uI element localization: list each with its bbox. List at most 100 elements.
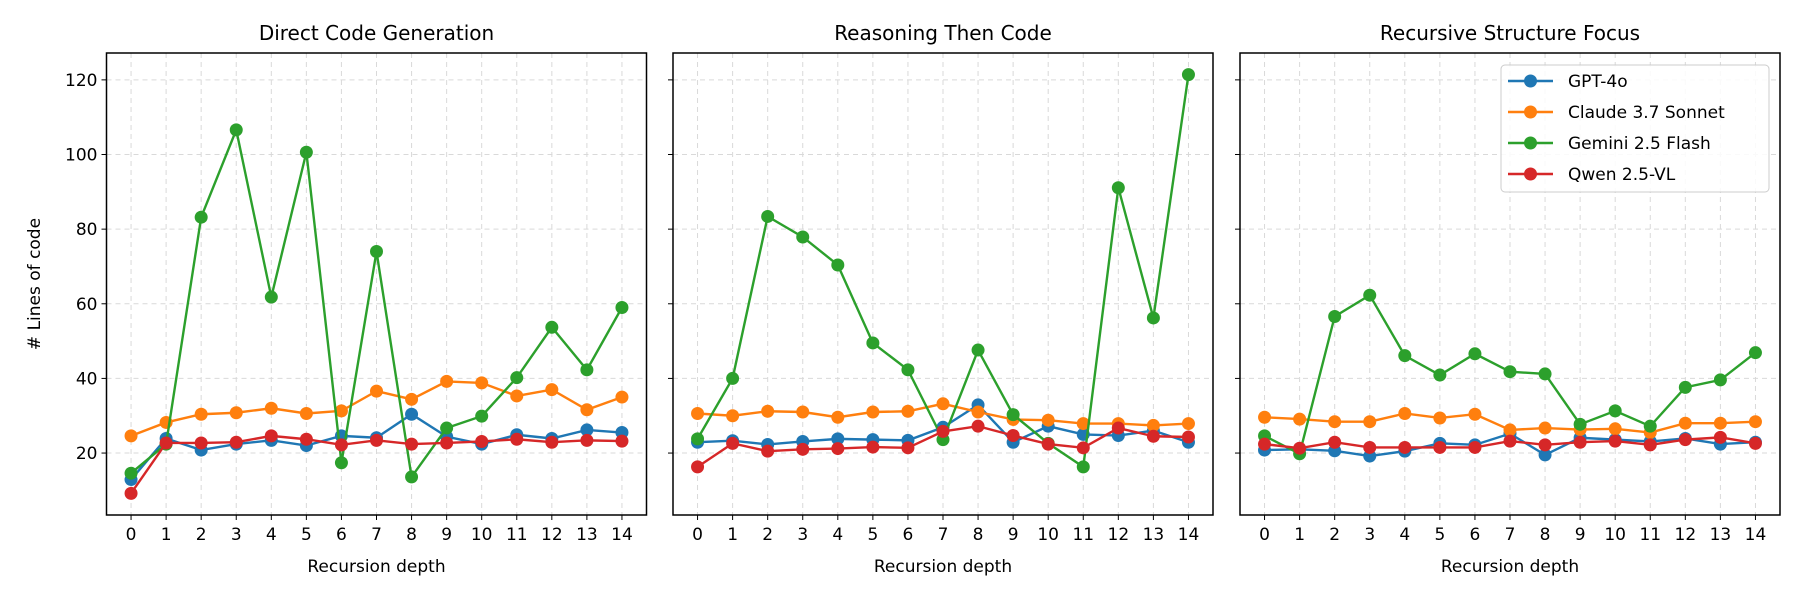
x-tick-label: 3	[231, 525, 242, 545]
x-tick-label: 2	[196, 525, 207, 545]
panel-title: Direct Code Generation	[259, 21, 494, 45]
y-tick-label: 100	[65, 146, 97, 166]
data-point	[1328, 415, 1342, 429]
data-point	[1258, 437, 1272, 451]
data-point	[545, 383, 559, 397]
y-axis-label: # Lines of code	[25, 218, 45, 350]
data-point	[1363, 415, 1377, 429]
data-point	[194, 210, 208, 224]
data-point	[1111, 181, 1125, 195]
data-point	[866, 336, 880, 350]
x-tick-label: 1	[161, 525, 172, 545]
data-point	[1713, 430, 1727, 444]
x-tick-label: 8	[973, 525, 984, 545]
x-tick-label: 0	[1259, 525, 1270, 545]
x-tick-label: 9	[1575, 525, 1586, 545]
data-point	[1181, 68, 1195, 82]
data-point	[580, 363, 594, 377]
x-tick-label: 10	[1037, 525, 1059, 545]
x-tick-label: 7	[371, 525, 382, 545]
x-tick-label: 4	[1399, 525, 1410, 545]
data-point	[334, 456, 348, 470]
data-point	[510, 432, 524, 446]
data-point	[1181, 430, 1195, 444]
data-point	[124, 429, 138, 443]
x-axis-label: Recursion depth	[1441, 557, 1579, 577]
data-point	[1146, 311, 1160, 325]
data-point	[1433, 440, 1447, 454]
data-point	[1398, 406, 1412, 420]
data-point	[510, 371, 524, 385]
data-point	[615, 434, 629, 448]
data-point	[1608, 434, 1622, 448]
data-point	[1006, 408, 1020, 422]
data-point	[866, 405, 880, 419]
data-point	[1433, 411, 1447, 425]
data-point	[901, 441, 915, 455]
y-tick-label: 40	[76, 369, 98, 389]
legend-label: Gemini 2.5 Flash	[1568, 134, 1711, 154]
data-point	[580, 403, 594, 417]
x-tick-label: 11	[1639, 525, 1661, 545]
data-point	[545, 320, 559, 334]
data-point	[370, 384, 383, 398]
data-point	[1748, 346, 1762, 360]
data-point	[691, 460, 705, 474]
data-point	[761, 444, 775, 458]
data-point	[1181, 417, 1195, 431]
legend-label: Qwen 2.5-VL	[1568, 165, 1676, 185]
data-point	[1538, 421, 1552, 435]
data-point	[405, 437, 419, 451]
data-point	[1076, 441, 1090, 455]
data-point	[1293, 441, 1307, 455]
x-tick-label: 5	[1434, 525, 1445, 545]
x-tick-label: 0	[126, 525, 137, 545]
data-point	[1076, 460, 1090, 474]
data-point	[1608, 404, 1622, 418]
legend: GPT-4o Claude 3.7 Sonnet Gemini 2.5 Flash Q…	[1500, 64, 1770, 193]
data-point	[405, 392, 419, 406]
data-point	[796, 442, 810, 456]
y-tick-label: 60	[76, 295, 98, 315]
x-tick-label: 0	[692, 525, 703, 545]
data-point	[726, 371, 740, 385]
legend-label: Claude 3.7 Sonnet	[1568, 103, 1725, 123]
data-point	[299, 406, 313, 420]
data-point	[229, 435, 243, 449]
data-point	[831, 432, 845, 446]
data-point	[1398, 349, 1412, 363]
x-tick-label: 9	[441, 525, 452, 545]
x-tick-label: 13	[1143, 525, 1165, 545]
data-point	[1678, 416, 1692, 430]
data-point	[159, 436, 173, 450]
data-point	[1538, 367, 1552, 381]
data-point	[1328, 309, 1342, 323]
x-axis-label: Recursion depth	[307, 557, 445, 577]
data-point	[691, 432, 705, 446]
data-point	[1678, 380, 1692, 394]
legend-marker	[1524, 167, 1537, 181]
x-tick-label: 4	[266, 525, 277, 545]
x-tick-label: 14	[1745, 525, 1767, 545]
x-tick-label: 1	[727, 525, 738, 545]
x-tick-label: 6	[903, 525, 914, 545]
x-axis-label: Recursion depth	[874, 557, 1012, 577]
data-point	[761, 404, 775, 418]
x-tick-label: 2	[1329, 525, 1340, 545]
x-tick-label: 7	[1505, 525, 1516, 545]
data-point	[1503, 434, 1517, 448]
x-tick-label: 9	[1008, 525, 1019, 545]
data-point	[1503, 423, 1517, 437]
x-tick-label: 13	[1710, 525, 1732, 545]
data-point	[334, 404, 348, 418]
data-point	[1111, 421, 1125, 435]
data-point	[264, 429, 278, 443]
data-point	[1363, 440, 1377, 454]
data-point	[1398, 440, 1412, 454]
x-tick-label: 3	[797, 525, 808, 545]
data-point	[124, 486, 138, 500]
data-point	[1608, 422, 1622, 436]
y-tick-label: 120	[65, 71, 97, 91]
data-point	[1293, 412, 1307, 426]
